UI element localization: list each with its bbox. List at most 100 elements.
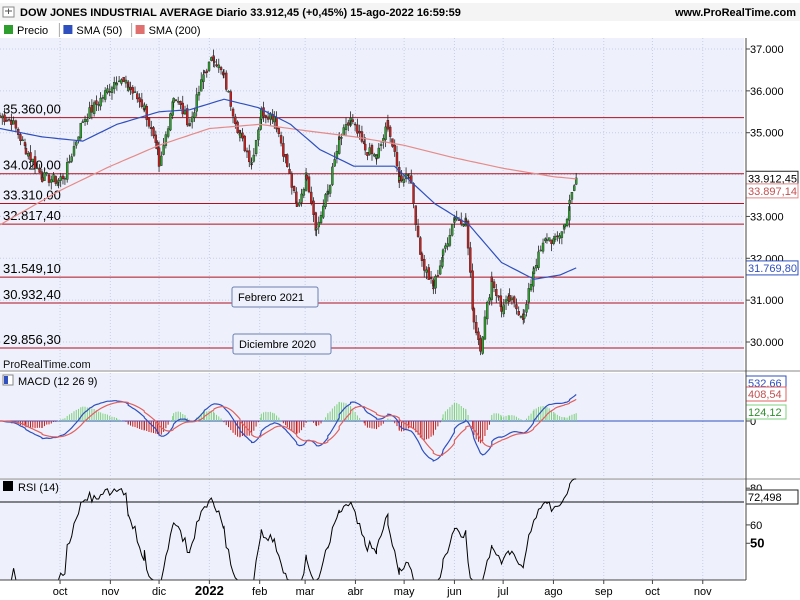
candle-body [420, 253, 424, 261]
candle-body [186, 108, 189, 126]
x-tick-label-6: abr [347, 586, 363, 598]
candle-body [490, 278, 493, 300]
candle-body [21, 139, 24, 142]
x-tick-label-5: mar [296, 586, 315, 598]
candle-body [375, 154, 378, 159]
legend-swatch-1 [63, 25, 73, 34]
candle-body [27, 153, 30, 157]
candle-body [368, 147, 371, 155]
candle-body [466, 220, 470, 249]
watermark-text: ProRealTime.com [3, 359, 91, 371]
last-label-precio: 33.912,45 [748, 173, 797, 185]
candle-body [227, 90, 230, 93]
candle-body [344, 124, 348, 130]
candle-body [95, 100, 98, 105]
candle-body [179, 100, 182, 105]
candle-body [245, 150, 249, 153]
y-tick-label-4: 33.000 [750, 211, 784, 223]
candle-body [472, 308, 476, 323]
candle-body [304, 172, 308, 191]
candle-body [351, 119, 355, 122]
rsi-last-label: 72,498 [748, 492, 782, 504]
candle-body [448, 234, 452, 246]
candle-body [523, 314, 526, 319]
candle-body [197, 92, 201, 96]
candle-body [195, 94, 198, 112]
candle-body [3, 114, 6, 123]
candle-body [550, 239, 553, 244]
candle-body [429, 277, 433, 280]
candle-body [314, 212, 318, 231]
candle-body [10, 120, 13, 125]
candle-body [436, 275, 440, 277]
candle-body [532, 268, 536, 274]
candle-body [164, 134, 168, 146]
candle-body [453, 217, 456, 219]
candle-body [152, 127, 155, 137]
candle-body [527, 288, 530, 303]
candle-body [497, 295, 500, 298]
candle-body [79, 122, 83, 139]
candle-body [462, 224, 465, 227]
candle-body [143, 104, 146, 109]
candle-body [305, 174, 308, 180]
candle-body [122, 76, 125, 82]
candle-body [328, 185, 332, 194]
candle-body [402, 178, 405, 183]
candle-body [457, 219, 461, 221]
candle-body [124, 79, 128, 84]
candle-body [250, 161, 253, 164]
candle-body [50, 179, 53, 183]
candle-body [358, 130, 361, 134]
candle-body [273, 116, 276, 123]
candle-body [384, 126, 387, 140]
candle-body [131, 87, 134, 94]
candle-body [333, 159, 336, 167]
candle-body [183, 110, 187, 115]
candle-body [29, 152, 32, 161]
candle-body [262, 107, 265, 117]
candle-body [133, 91, 137, 93]
candle-body [317, 221, 320, 228]
candle-body [340, 137, 343, 139]
candle-body [243, 135, 246, 151]
candle-body [108, 91, 111, 93]
level-label-3: 32.817,40 [3, 208, 61, 223]
candle-body [219, 67, 223, 71]
annotation-text-1: Diciembre 2020 [239, 339, 316, 351]
rsi-swatch [3, 481, 13, 491]
level-label-1: 34.020,00 [3, 158, 61, 173]
candle-body [157, 147, 161, 167]
candle-body [145, 106, 148, 120]
candle-body [481, 336, 484, 354]
candle-body [117, 80, 121, 83]
y-tick-label-7: 30.000 [750, 337, 784, 349]
rsi-panel-bg [0, 479, 744, 580]
candle-body [129, 86, 132, 90]
candle-body [222, 72, 226, 75]
candle-body [471, 270, 474, 310]
legend-label-0: Precio [17, 25, 48, 37]
candle-body [113, 82, 116, 90]
candle-body [70, 156, 73, 162]
candle-body [203, 71, 206, 74]
candle-body [239, 133, 242, 138]
candle-body [388, 126, 392, 137]
candle-body [412, 183, 415, 204]
candle-body [295, 202, 299, 207]
candle-body [61, 175, 65, 180]
candle-body [90, 104, 94, 113]
candle-body [75, 141, 78, 146]
rsi-y-tick-label-2: 50 [750, 535, 764, 550]
candle-body [441, 249, 445, 256]
candle-body [106, 88, 109, 93]
candle-body [266, 116, 270, 120]
macd-last-signal: 408,54 [748, 389, 782, 401]
candle-body [36, 167, 39, 170]
candle-body [535, 265, 538, 269]
candle-body [127, 87, 130, 91]
sma200-line [0, 123, 577, 226]
candle-body [560, 231, 564, 238]
candle-body [477, 331, 480, 341]
candle-body [7, 119, 11, 121]
